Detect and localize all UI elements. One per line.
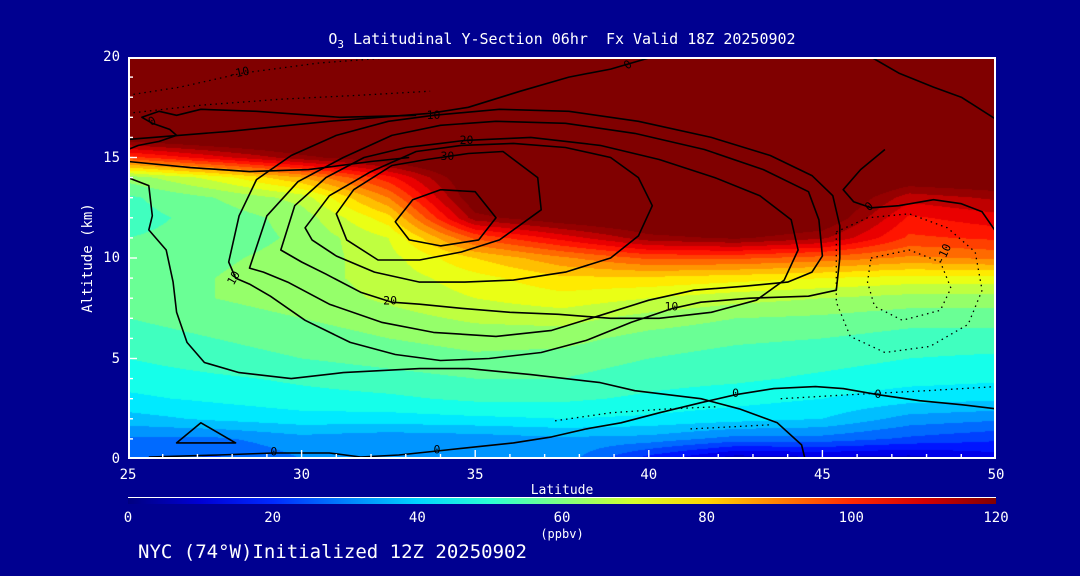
- x-tick-label: 30: [293, 467, 311, 483]
- colorbar-tick-label: 100: [838, 510, 864, 526]
- contour-line--5: [555, 406, 719, 422]
- contour-line-0: [148, 385, 996, 458]
- contour-line-5: [128, 156, 410, 173]
- x-tick-label: 50: [987, 467, 1005, 483]
- contour-line-35: [394, 188, 497, 247]
- contour-label: 0: [270, 445, 277, 459]
- contour-label: 10: [224, 268, 243, 287]
- contour-line--5: [835, 213, 983, 354]
- contour-line--10: [128, 90, 431, 114]
- contour-label: 0: [862, 199, 876, 214]
- contour-line-5: [128, 176, 806, 459]
- chart-title-text: Latitudinal Y-Section 06hr Fx Valid 18Z …: [344, 30, 796, 48]
- contour-line-15: [248, 120, 824, 338]
- colorbar-unit-label: (ppbv): [540, 527, 584, 541]
- y-tick-label: 20: [103, 49, 120, 65]
- colorbar-tick-label: 80: [698, 510, 716, 526]
- contour-line-0: [842, 148, 996, 233]
- contour-line-10: [227, 108, 841, 362]
- contour-line-0: [870, 57, 996, 120]
- contour-label: 10: [427, 108, 441, 122]
- contour-label: 20: [383, 294, 397, 308]
- y-tick-label: 10: [103, 250, 120, 266]
- contour-label: -10: [227, 64, 250, 82]
- contour-label: 0: [875, 387, 882, 401]
- contour-line-0: [128, 108, 417, 151]
- y-tick-label: 0: [111, 451, 120, 467]
- contour-line-20: [280, 136, 799, 320]
- contour-label: 20: [460, 133, 474, 147]
- y-tick-label: 15: [103, 149, 120, 166]
- contour-label: 0: [621, 57, 635, 72]
- x-tick-label: 45: [813, 467, 831, 483]
- run-info-text: NYC (74°W)Initialized 12Z 20250902: [138, 541, 527, 563]
- contour-line-25: [304, 142, 654, 283]
- chart-title-element: O: [328, 30, 338, 48]
- contour-label: -10: [933, 241, 954, 266]
- plot-area: -10 0 0 10 20 30 10 20 10 0 0 0 0 -10 0: [128, 57, 996, 459]
- y-axis-title: Altitude (km): [80, 203, 96, 313]
- x-tick-label: 40: [640, 467, 658, 483]
- contour-line--10: [128, 57, 399, 96]
- y-tick-label: 5: [111, 350, 120, 367]
- contour-line-0: [128, 57, 653, 141]
- colorbar-tick-label: 20: [264, 510, 282, 526]
- colorbar: [128, 497, 996, 504]
- chart-title-subscript: 3: [337, 38, 345, 51]
- contour-label: 0: [146, 113, 159, 129]
- contour-label: 0: [434, 443, 441, 457]
- x-axis-title: Latitude: [530, 483, 594, 498]
- chart-title: O3 Latitudinal Y-Section 06hr Fx Valid 1…: [0, 30, 1080, 51]
- colorbar-tick-label: 0: [123, 510, 133, 526]
- filled-contour-field: [128, 57, 996, 459]
- colorbar-tick-label: 40: [408, 510, 426, 526]
- x-tick-label: 25: [119, 467, 137, 483]
- contour-overlay: -10 0 0 10 20 30 10 20 10 0 0 0 0 -10 0: [128, 57, 996, 459]
- contour-label: 0: [732, 386, 739, 400]
- contour-label: 10: [664, 300, 678, 314]
- contour-line-30: [335, 150, 543, 261]
- contour-line-0: [175, 421, 237, 444]
- colorbar-tick-label: 60: [553, 510, 571, 526]
- colorbar-tick-label: 120: [983, 510, 1009, 526]
- contour-line--10: [866, 249, 952, 321]
- contour-label: 30: [440, 149, 454, 163]
- contour-line--5: [690, 424, 771, 430]
- x-tick-label: 35: [466, 467, 484, 483]
- plot-frame: [128, 57, 996, 459]
